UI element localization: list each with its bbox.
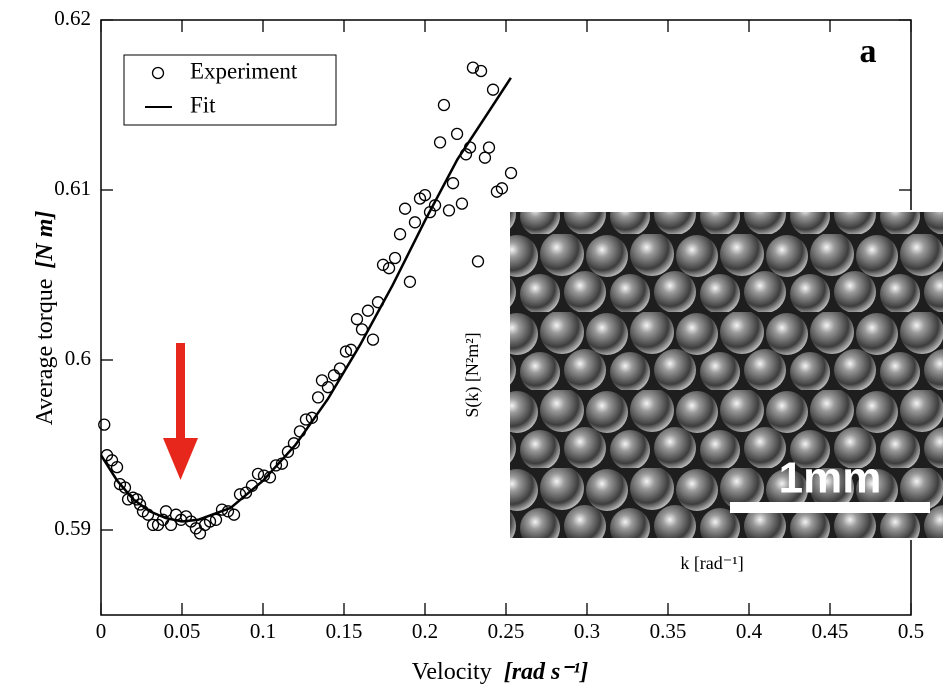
data-point [339, 345, 353, 358]
y-tick-label: 0.61 [54, 176, 91, 200]
data-point [446, 177, 460, 190]
scale-label: 1mm [779, 454, 882, 503]
data-point [382, 262, 396, 275]
legend-label: Experiment [190, 58, 298, 83]
arrow-shaft [176, 343, 185, 443]
panel-label: a [860, 33, 877, 70]
data-point [486, 83, 500, 96]
data-point [281, 445, 295, 458]
data-point [433, 136, 447, 149]
data-point [504, 166, 518, 180]
x-tick-label: 0.05 [164, 619, 201, 643]
data-point [146, 518, 160, 532]
x-tick-label: 0.25 [488, 619, 525, 643]
data-point [315, 374, 329, 387]
data-point [466, 61, 480, 74]
data-point [403, 275, 417, 288]
data-point [110, 460, 124, 474]
data-point [478, 151, 492, 164]
x-tick-label: 0.4 [736, 619, 763, 643]
data-point [299, 413, 313, 426]
data-point [455, 197, 469, 210]
data-point [269, 459, 283, 472]
data-point [133, 498, 147, 511]
y-tick-label: 0.6 [65, 346, 91, 370]
data-point [327, 369, 341, 382]
data-point [442, 204, 456, 217]
y-axis-unit: [N m] [32, 211, 58, 269]
x-axis-unit: [rad s⁻¹] [504, 659, 589, 685]
legend-label: Fit [190, 92, 216, 117]
y-axis-title: Average torque [32, 279, 58, 426]
x-axis-label: Velocity [rad s⁻¹] [412, 659, 589, 685]
data-point [118, 481, 132, 494]
y-axis-label: Average torque [N m] [32, 211, 58, 426]
arrow-head [163, 438, 198, 480]
annotation-arrow [163, 343, 198, 480]
x-tick-label: 0 [96, 619, 107, 643]
data-point [471, 255, 485, 268]
legend: Experiment Fit [123, 54, 337, 126]
legend-marker [151, 66, 165, 80]
plot-area: 0 0.05 0.1 0.15 0.2 0.25 0.3 0.35 0.4 0.45 0.5 0.59… [54, 6, 924, 643]
data-point [495, 182, 509, 195]
data-point [98, 418, 111, 431]
data-point [366, 333, 380, 346]
data-point [287, 437, 301, 450]
x-axis-title: Velocity [412, 659, 492, 685]
data-point [474, 64, 488, 78]
x-tick-label: 0.45 [812, 619, 849, 643]
data-point [437, 98, 451, 112]
x-tick-label: 0.35 [650, 619, 687, 643]
fit-line [99, 77, 512, 523]
data-point [350, 313, 364, 326]
legend-box [123, 54, 337, 126]
data-point [388, 251, 402, 265]
data-point [361, 304, 375, 317]
x-tick-label: 0.15 [326, 619, 363, 643]
x-tick-label: 0.2 [412, 619, 438, 643]
x-tick-label: 0.5 [898, 619, 924, 643]
data-point [398, 202, 412, 215]
inset-x-label: k [rad⁻¹] [680, 553, 743, 573]
scale-bar [730, 502, 930, 513]
data-point [393, 228, 407, 241]
inset: 1mm S(k) [N²m²] k [rad⁻¹] [462, 210, 943, 573]
data-point [251, 467, 265, 481]
data-point [482, 141, 496, 154]
inset-photo [510, 212, 943, 538]
data-point [376, 258, 390, 271]
data-point [418, 188, 432, 202]
data-point [227, 508, 241, 521]
x-tick-label: 0.3 [574, 619, 600, 643]
y-tick-label: 0.62 [54, 6, 91, 30]
x-tick-label: 0.1 [250, 619, 276, 643]
y-tick-label: 0.59 [54, 516, 91, 540]
data-point [408, 216, 422, 229]
inset-y-label: S(k) [N²m²] [462, 332, 483, 417]
data-point [311, 391, 325, 404]
data-point [450, 127, 464, 141]
